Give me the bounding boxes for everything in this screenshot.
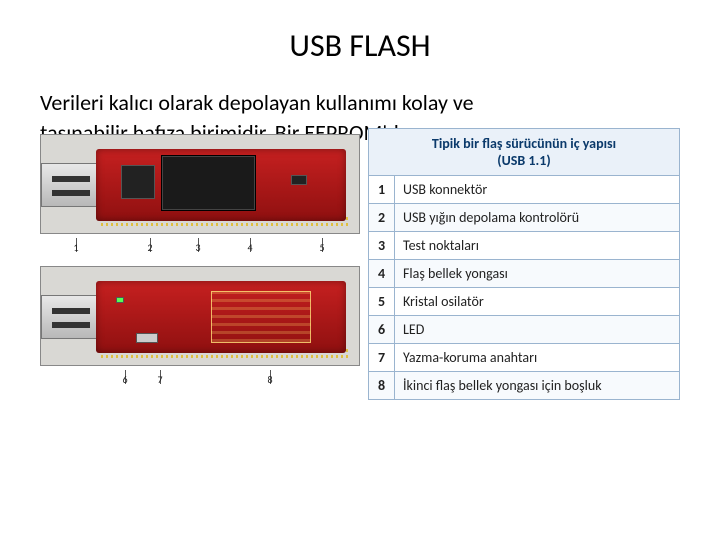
table-row: 1USB konnektör bbox=[369, 176, 680, 204]
callout-number: 3 bbox=[195, 241, 200, 254]
legend-table-header: Tipik bir flaş sürücünün iç yapısı (USB … bbox=[369, 129, 680, 176]
table-row: 2USB yığın depolama kontrolörü bbox=[369, 204, 680, 232]
table-row: 3Test noktaları bbox=[369, 232, 680, 260]
slide-title: USB FLASH bbox=[40, 26, 680, 65]
table-row: 7Yazma-koruma anahtarı bbox=[369, 344, 680, 372]
row-label: Yazma-koruma anahtarı bbox=[395, 344, 680, 372]
slide: USB FLASH Verileri kalıcı olarak depolay… bbox=[0, 0, 720, 540]
legend-header-line1: Tipik bir flaş sürücünün iç yapısı bbox=[377, 135, 671, 152]
pcb-top-view: 12345 bbox=[40, 134, 360, 234]
row-number: 6 bbox=[369, 316, 395, 344]
usb-connector-icon bbox=[41, 163, 101, 207]
row-label: İkinci flaş bellek yongası için boşluk bbox=[395, 372, 680, 400]
empty-chip-footprint-icon bbox=[211, 291, 311, 343]
bottom-view-callouts: 8 7 6 bbox=[40, 366, 360, 384]
table-row: 5Kristal osilatör bbox=[369, 288, 680, 316]
row-label: USB konnektör bbox=[395, 176, 680, 204]
row-label: LED bbox=[395, 316, 680, 344]
row-number: 2 bbox=[369, 204, 395, 232]
callout-number: 8 bbox=[267, 373, 272, 386]
row-label: Test noktaları bbox=[395, 232, 680, 260]
top-view-callouts: 1 2 3 4 5 bbox=[40, 234, 360, 252]
pcb-top-image bbox=[40, 134, 360, 234]
row-number: 4 bbox=[369, 260, 395, 288]
row-number: 5 bbox=[369, 288, 395, 316]
row-label: Flaş bellek yongası bbox=[395, 260, 680, 288]
write-protect-switch-icon bbox=[136, 333, 158, 343]
callout-number: 5 bbox=[319, 241, 324, 254]
callout-number: 2 bbox=[147, 241, 152, 254]
callout-number: 1 bbox=[73, 241, 78, 254]
content-row: 12345 876 bbox=[40, 128, 680, 400]
table-row: 4Flaş bellek yongası bbox=[369, 260, 680, 288]
callout-number: 7 bbox=[157, 373, 162, 386]
row-number: 7 bbox=[369, 344, 395, 372]
legend-table: Tipik bir flaş sürücünün iç yapısı (USB … bbox=[368, 128, 680, 400]
description-line-1: Verileri kalıcı olarak depolayan kullanı… bbox=[40, 89, 680, 117]
table-row: 8İkinci flaş bellek yongası için boşluk bbox=[369, 372, 680, 400]
usb-connector-icon bbox=[41, 295, 101, 339]
row-number: 3 bbox=[369, 232, 395, 260]
callout-number: 6 bbox=[122, 373, 127, 386]
flash-chip-icon bbox=[161, 155, 256, 211]
table-row: 6LED bbox=[369, 316, 680, 344]
row-label: USB yığın depolama kontrolörü bbox=[395, 204, 680, 232]
pcb-bottom-view: 876 bbox=[40, 266, 360, 366]
row-label: Kristal osilatör bbox=[395, 288, 680, 316]
led-icon bbox=[116, 297, 124, 303]
controller-chip-icon bbox=[121, 165, 155, 199]
callout-number: 4 bbox=[247, 241, 252, 254]
legend-table-column: Tipik bir flaş sürücünün iç yapısı (USB … bbox=[368, 128, 680, 400]
row-number: 8 bbox=[369, 372, 395, 400]
pcb-bottom-image bbox=[40, 266, 360, 366]
crystal-oscillator-icon bbox=[291, 175, 307, 185]
pcb-photo-column: 1 2 3 4 5 8 7 6 bbox=[40, 128, 360, 400]
row-number: 1 bbox=[369, 176, 395, 204]
legend-header-line2: (USB 1.1) bbox=[377, 152, 671, 169]
